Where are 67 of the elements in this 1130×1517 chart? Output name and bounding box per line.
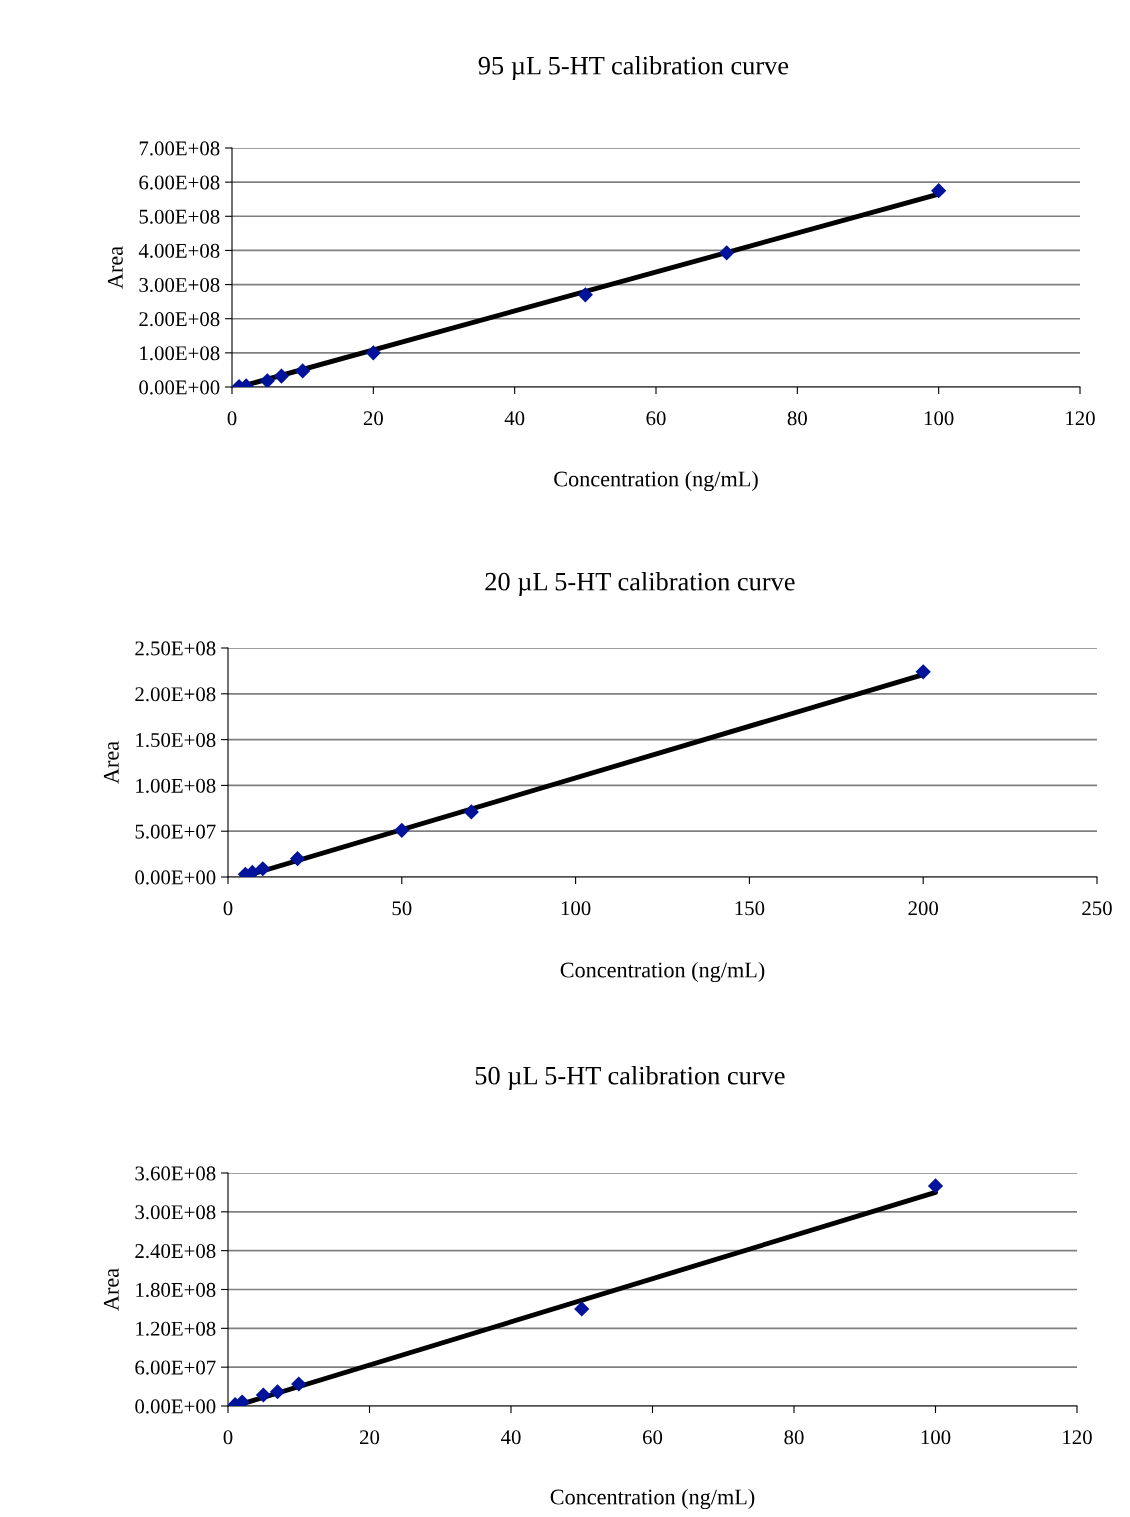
x-tick-label: 100 bbox=[561, 901, 591, 916]
y-tick-label: 6.00E+08 bbox=[139, 175, 220, 190]
y-tick-label: 2.00E+08 bbox=[139, 312, 220, 327]
point bbox=[463, 804, 479, 820]
y-axis-title: Area bbox=[103, 741, 119, 784]
y-tick-label: 2.40E+08 bbox=[135, 1244, 216, 1259]
point bbox=[931, 183, 947, 199]
point bbox=[719, 245, 735, 261]
x-axis-title: Concentration (ng/mL) bbox=[554, 470, 758, 492]
x-tick-label: 60 bbox=[646, 411, 666, 426]
x-tick-label: 60 bbox=[642, 1430, 663, 1445]
x-tick-label: 150 bbox=[735, 901, 765, 916]
point bbox=[269, 1384, 286, 1400]
chart-title: 95 µL 5-HT calibration curve bbox=[478, 56, 789, 80]
y-tick-label: 1.50E+08 bbox=[136, 732, 216, 748]
y-axis-title: Area bbox=[107, 246, 123, 289]
y-tick-label: 7.00E+08 bbox=[139, 141, 220, 156]
y-tick-label: 3.00E+08 bbox=[135, 1205, 216, 1220]
x-tick-label: 80 bbox=[784, 1430, 804, 1445]
x-tick-label: 80 bbox=[787, 411, 807, 426]
point bbox=[577, 287, 593, 303]
point bbox=[259, 373, 275, 387]
x-axis-title: Concentration (ng/mL) bbox=[560, 961, 765, 983]
x-tick-label: 0 bbox=[227, 411, 237, 426]
x-tick-label: 120 bbox=[1063, 1430, 1092, 1445]
point bbox=[291, 1376, 307, 1392]
x-tick-label: 100 bbox=[921, 1430, 951, 1445]
y-axis-title: Area bbox=[103, 1268, 119, 1311]
x-tick-label: 120 bbox=[1066, 411, 1095, 426]
y-tick-label: 1.80E+08 bbox=[136, 1282, 216, 1298]
point bbox=[915, 664, 931, 680]
chart-title: 50 µL 5-HT calibration curve bbox=[475, 1066, 785, 1090]
y-tick-label: 1.20E+08 bbox=[136, 1321, 216, 1336]
y-tick-label: 5.00E+08 bbox=[139, 209, 220, 224]
x-tick-label: 0 bbox=[223, 1430, 233, 1445]
x-tick-label: 100 bbox=[924, 411, 954, 426]
y-tick-label: 4.00E+08 bbox=[138, 243, 220, 258]
y-tick-label: 0.00E+00 bbox=[135, 1399, 216, 1414]
y-tick-label: 0.00E+00 bbox=[135, 870, 216, 885]
point bbox=[927, 1178, 944, 1194]
point bbox=[255, 861, 271, 877]
y-tick-label: 1.00E+08 bbox=[136, 778, 216, 793]
chart-title: 20 µL 5-HT calibration curve bbox=[485, 572, 795, 596]
point bbox=[255, 1387, 271, 1403]
point bbox=[365, 345, 381, 361]
x-tick-label: 20 bbox=[363, 411, 383, 426]
x-tick-label: 250 bbox=[1082, 901, 1112, 916]
y-tick-label: 0.00E+00 bbox=[139, 380, 220, 395]
y-tick-label: 1.00E+08 bbox=[140, 346, 220, 361]
x-axis-title: Concentration (ng/mL) bbox=[550, 1488, 755, 1510]
point bbox=[289, 851, 306, 867]
y-tick-label: 6.00E+07 bbox=[135, 1360, 216, 1375]
point bbox=[394, 822, 410, 838]
y-tick-label: 3.00E+08 bbox=[139, 277, 220, 293]
y-tick-label: 2.50E+08 bbox=[135, 641, 216, 656]
x-tick-label: 50 bbox=[392, 901, 412, 916]
y-tick-label: 2.00E+08 bbox=[135, 687, 216, 702]
point bbox=[295, 363, 311, 379]
y-tick-label: 5.00E+07 bbox=[135, 824, 216, 839]
point bbox=[574, 1301, 590, 1317]
y-tick-label: 3.60E+08 bbox=[135, 1166, 216, 1181]
x-tick-label: 20 bbox=[360, 1430, 380, 1445]
x-tick-label: 40 bbox=[504, 411, 525, 426]
point bbox=[273, 368, 290, 384]
x-tick-label: 40 bbox=[500, 1430, 521, 1445]
x-tick-label: 0 bbox=[223, 901, 233, 916]
x-tick-label: 200 bbox=[908, 901, 939, 916]
